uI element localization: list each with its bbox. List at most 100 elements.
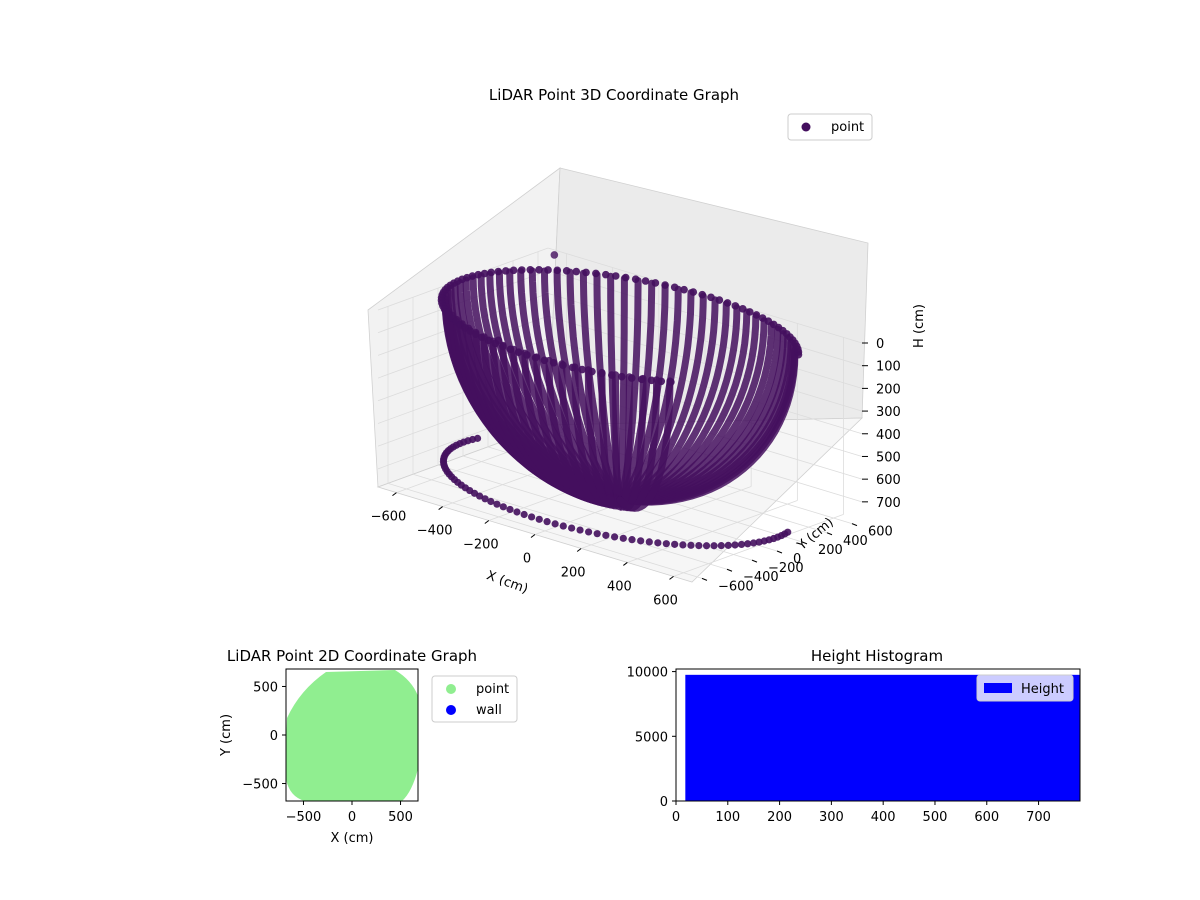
y-tick-label-3d: −200: [768, 561, 804, 576]
x-tick-label-histogram: 700: [1026, 810, 1051, 825]
x-ticks-histogram: 0 100 200 300 400 500 600 700: [672, 801, 1051, 825]
y-tick-3d: [776, 550, 783, 554]
legend-2d-marker-wall: [446, 705, 456, 715]
z-tick-label-3d: 600: [876, 473, 901, 488]
front-arc-point: [645, 538, 653, 546]
legend-3d: point: [787, 113, 873, 141]
front-arc-point: [568, 524, 576, 532]
rim-point: [715, 296, 724, 304]
front-arc-point: [717, 542, 725, 550]
rim-point: [621, 273, 630, 282]
rim-point: [631, 275, 640, 283]
front-arc-point: [687, 541, 695, 549]
rim-point: [572, 267, 581, 276]
x-tick-labels-3d: −600 −400 −200 0 200 400 600: [371, 492, 678, 608]
rim-point: [598, 369, 606, 378]
rim-point: [568, 363, 577, 372]
y-tick-3d: [851, 523, 858, 527]
rim-point: [764, 317, 773, 326]
x-tick-3d: [530, 534, 536, 538]
z-tick-label-3d: 400: [876, 428, 901, 443]
x-tick-label-histogram: 300: [819, 810, 844, 825]
z-tick-label-3d: 300: [876, 405, 901, 420]
rim-point: [651, 279, 660, 287]
z-tick-label-3d: 500: [876, 450, 901, 465]
front-arc-point: [593, 530, 601, 538]
rim-point: [738, 305, 747, 313]
rim-point: [559, 361, 567, 369]
front-arc-point: [576, 526, 584, 534]
x-tick-3d: [438, 506, 443, 510]
z-tick-label-3d: 700: [876, 496, 901, 511]
rim-point: [501, 267, 510, 275]
rim-point: [498, 342, 507, 351]
rim-point: [680, 285, 688, 294]
front-arc-point: [710, 542, 718, 550]
rim-point: [484, 336, 493, 345]
scan-meridian: [616, 377, 674, 512]
y-tick-label-3d: 600: [868, 525, 893, 540]
rim-point: [540, 356, 549, 365]
front-arc-point: [724, 541, 732, 549]
front-arc-point: [744, 540, 752, 548]
rim-point: [752, 311, 761, 319]
outlier-point: [550, 251, 559, 259]
chart-2d-title: LiDAR Point 2D Coordinate Graph: [227, 647, 477, 665]
rim-point: [617, 372, 626, 381]
front-arc-point: [784, 528, 792, 536]
chart-2d: LiDAR Point 2D Coordinate Graph −500 0 500…: [219, 647, 518, 846]
rim-point: [472, 330, 480, 338]
x-tick-label-histogram: 400: [871, 810, 896, 825]
front-arc-point: [559, 522, 567, 530]
front-arc-point: [481, 495, 489, 503]
y-tick-label-3d: 0: [793, 552, 801, 567]
grid-line-y: [387, 482, 703, 579]
legend-3d-label-point: point: [831, 120, 864, 135]
chart-3d-title: LiDAR Point 3D Coordinate Graph: [489, 86, 739, 104]
rim-point: [670, 283, 679, 292]
rim-point: [514, 348, 523, 356]
rim-point: [689, 288, 698, 296]
rim-point: [611, 272, 620, 280]
y-tick-label-3d: −600: [718, 579, 754, 594]
y-tick-label-3d: 200: [818, 543, 843, 558]
rim-point: [535, 265, 543, 274]
x-ticks-2d: −500 0 500: [286, 801, 413, 825]
legend-3d-frame: [787, 113, 873, 141]
front-arc-point: [671, 540, 679, 548]
front-arc-point: [520, 510, 528, 519]
rim-point: [731, 302, 740, 310]
front-arc-point: [679, 541, 687, 549]
x-tick-label-histogram: 600: [974, 810, 999, 825]
x-tick-label-3d: −200: [463, 538, 499, 553]
x-tick-label-histogram: 200: [767, 810, 792, 825]
rim-point: [553, 266, 562, 275]
rim-point: [627, 374, 636, 382]
front-arc-point: [602, 531, 610, 539]
legend-2d-label-point: point: [476, 682, 509, 697]
y-tick-3d: [726, 568, 733, 572]
rim-point: [667, 378, 675, 386]
y-tick-label-3d: −400: [743, 570, 779, 585]
y-tick-3d: [751, 559, 758, 563]
rim-point: [562, 267, 571, 275]
x-tick-label-2d: 0: [348, 810, 356, 825]
rim-point: [637, 375, 646, 384]
rim-point: [531, 353, 540, 362]
front-arc-point: [499, 503, 507, 511]
x-tick-3d: [576, 548, 582, 552]
front-arc-point: [610, 533, 619, 541]
rim-point: [588, 367, 596, 376]
point-cloud: [437, 251, 803, 550]
z-tick-label-3d: 200: [876, 382, 901, 397]
rim-point: [487, 268, 496, 277]
scan-meridian: [616, 282, 669, 504]
front-arc-point: [487, 497, 495, 506]
x-tick-label-histogram: 500: [923, 810, 948, 825]
legend-2d: point wall: [431, 675, 518, 723]
front-arc-point: [654, 539, 662, 547]
rim-point: [657, 377, 666, 386]
outlier-point: [494, 336, 503, 345]
rim-point: [745, 308, 754, 316]
